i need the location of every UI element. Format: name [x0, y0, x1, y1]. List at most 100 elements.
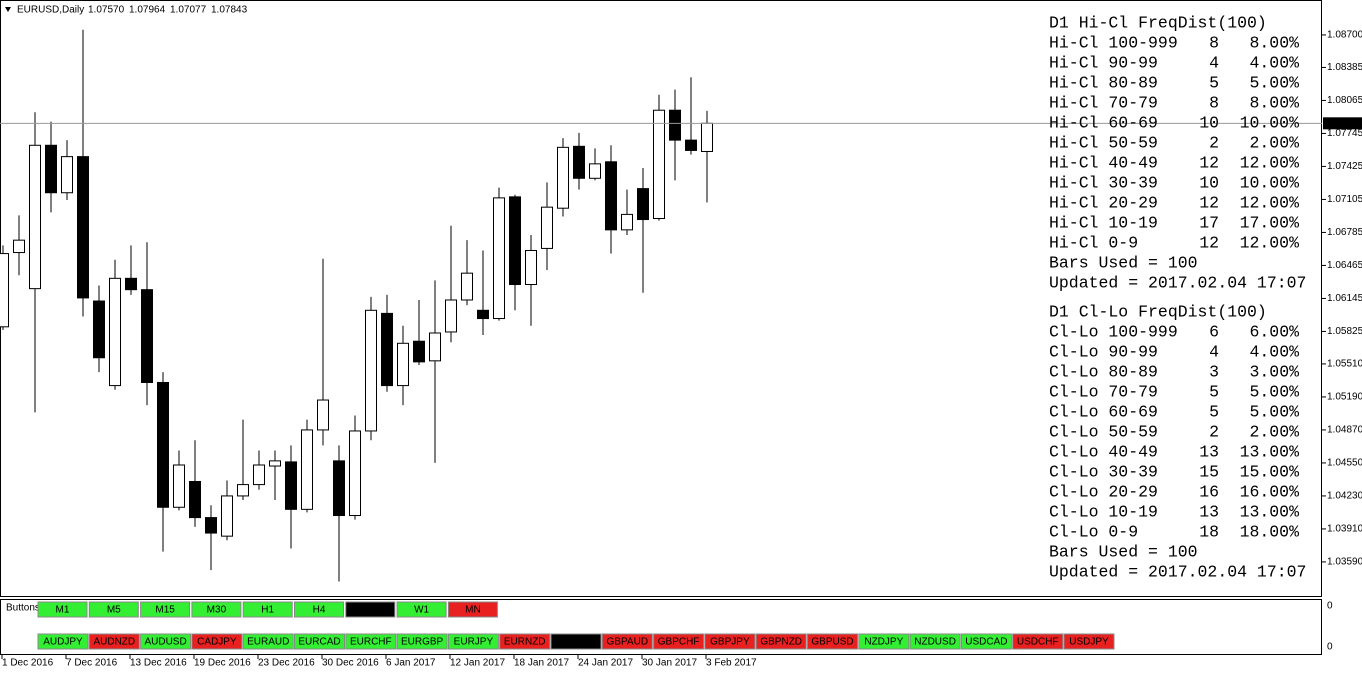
button[interactable]	[191, 601, 242, 618]
button[interactable]	[1012, 633, 1064, 650]
candle-body	[429, 332, 441, 362]
button-label[interactable]: NZDUSD	[914, 637, 956, 648]
button-label[interactable]: EURGBP	[401, 637, 444, 648]
button[interactable]	[550, 633, 602, 650]
row-pct: 6.00%	[1249, 322, 1299, 341]
button[interactable]	[499, 633, 551, 650]
row-label: Cl-Lo 20-29	[1049, 482, 1158, 501]
y-tick-label: 1.05825	[1327, 326, 1362, 337]
button-label[interactable]: AUDNZD	[93, 637, 135, 648]
button[interactable]	[88, 601, 139, 618]
button-label[interactable]: MN	[465, 605, 481, 616]
button-label[interactable]: AUDUSD	[144, 637, 186, 648]
button-label[interactable]: W1	[414, 605, 429, 616]
button[interactable]	[140, 633, 192, 650]
row-count: 13	[1199, 502, 1219, 521]
x-tick-label: 6 Jan 2017	[386, 658, 436, 669]
y-tick-label: 1.08700	[1327, 30, 1362, 41]
button[interactable]	[345, 633, 397, 650]
button-label[interactable]: EURUSD	[555, 637, 597, 648]
button-label[interactable]: GBPJPY	[710, 637, 750, 648]
row-pct: 10.00%	[1240, 113, 1300, 132]
button[interactable]	[447, 633, 499, 650]
row-count: 15	[1199, 462, 1219, 481]
row-pct: 8.00%	[1249, 33, 1299, 52]
button[interactable]	[345, 601, 396, 618]
candle-body	[45, 144, 57, 194]
button[interactable]	[447, 601, 498, 618]
button-label[interactable]: GBPAUD	[607, 637, 649, 648]
button-label[interactable]: USDJPY	[1069, 637, 1109, 648]
candle-body	[317, 399, 329, 431]
button-label[interactable]: EURCHF	[350, 637, 392, 648]
row-pct: 13.00%	[1240, 442, 1300, 461]
y-tick-label: 1.05190	[1327, 392, 1362, 403]
button[interactable]	[960, 633, 1012, 650]
row-pct: 12.00%	[1240, 153, 1300, 172]
button-label[interactable]: H1	[261, 605, 274, 616]
button[interactable]	[653, 633, 705, 650]
button-label[interactable]: M30	[207, 605, 227, 616]
row-count: 4	[1209, 342, 1219, 361]
button-label[interactable]: EURNZD	[504, 637, 546, 648]
button-label[interactable]: NZDJPY	[864, 637, 903, 648]
row-pct: 5.00%	[1249, 73, 1299, 92]
button[interactable]	[140, 601, 191, 618]
button[interactable]	[396, 601, 447, 618]
row-label: Hi-Cl 30-39	[1049, 173, 1158, 192]
x-tick-label: 13 Dec 2016	[130, 658, 187, 669]
row-label: Hi-Cl 80-89	[1049, 73, 1158, 92]
button[interactable]	[601, 633, 653, 650]
button[interactable]	[396, 633, 448, 650]
y-tick-label: 1.07425	[1327, 161, 1362, 172]
candle-body	[397, 342, 409, 387]
button-label[interactable]: AUDJPY	[43, 637, 83, 648]
row-label: Cl-Lo 50-59	[1049, 422, 1158, 441]
button-label[interactable]: EURJPY	[454, 637, 494, 648]
button[interactable]	[909, 633, 961, 650]
button-label[interactable]: GBPCHF	[658, 637, 700, 648]
button-label[interactable]: CADJPY	[197, 637, 237, 648]
button[interactable]	[858, 633, 910, 650]
x-tick-label: 1 Dec 2016	[2, 658, 54, 669]
menu-arrow[interactable]	[5, 7, 11, 12]
row-count: 10	[1199, 113, 1219, 132]
x-tick-label: 7 Dec 2016	[66, 658, 118, 669]
button-label[interactable]: EURAUD	[247, 637, 289, 648]
button[interactable]	[755, 633, 807, 650]
button-label[interactable]: M1	[56, 605, 70, 616]
button-label[interactable]: GBPNZD	[760, 637, 802, 648]
button-label[interactable]: USDCHF	[1017, 637, 1059, 648]
button-label[interactable]: D1	[364, 605, 377, 616]
button[interactable]	[88, 633, 140, 650]
button[interactable]	[191, 633, 243, 650]
row-label: Cl-Lo 30-39	[1049, 462, 1158, 481]
header-value: 1.07570	[88, 5, 125, 16]
button-label[interactable]: M5	[107, 605, 121, 616]
candle-body	[461, 272, 473, 301]
candle-body	[237, 484, 249, 497]
button[interactable]	[807, 633, 858, 650]
x-tick-label: 18 Jan 2017	[514, 658, 569, 669]
y-tick-label: 1.07105	[1327, 194, 1362, 205]
candle-body	[541, 206, 553, 249]
row-label: Cl-Lo 40-49	[1049, 442, 1158, 461]
row-count: 8	[1209, 33, 1219, 52]
candle-body	[525, 249, 537, 286]
button[interactable]	[242, 601, 293, 618]
button[interactable]	[242, 633, 294, 650]
button[interactable]	[294, 633, 345, 650]
row-label: Hi-Cl 40-49	[1049, 153, 1158, 172]
button[interactable]	[37, 633, 89, 650]
button-label[interactable]: H4	[313, 605, 326, 616]
button[interactable]	[704, 633, 756, 650]
button-label[interactable]: EURCAD	[298, 637, 340, 648]
button-label[interactable]: GBPUSD	[811, 637, 853, 648]
candle-body	[493, 197, 505, 320]
button[interactable]	[294, 601, 344, 618]
button[interactable]	[1063, 633, 1115, 650]
button-label[interactable]: USDCAD	[965, 637, 1007, 648]
button[interactable]	[37, 601, 88, 618]
button-label[interactable]: M15	[155, 605, 175, 616]
candle-body	[205, 517, 217, 534]
